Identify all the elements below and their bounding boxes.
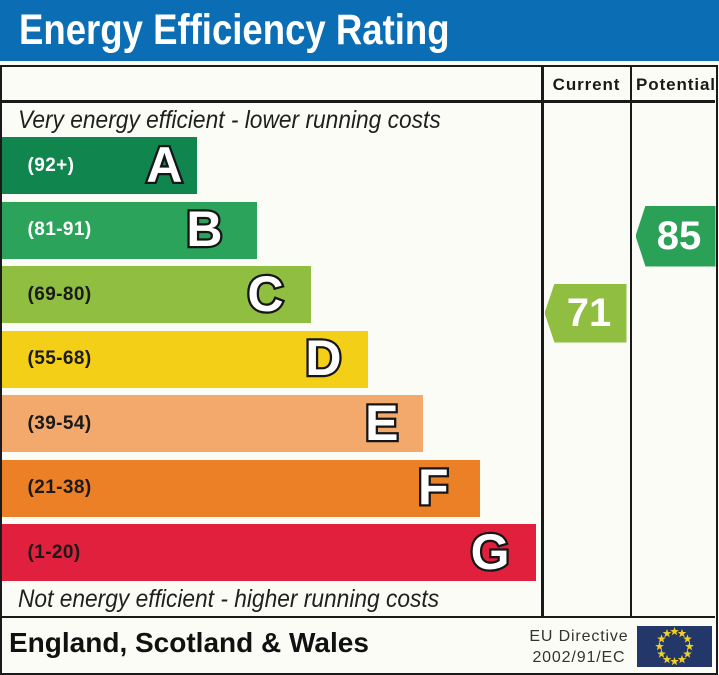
eu-flag-star bbox=[682, 633, 692, 643]
eu-directive-line2: 2002/91/EC bbox=[532, 649, 626, 666]
band-letter-A: A bbox=[144, 136, 185, 193]
eu-directive-line1: EU Directive bbox=[529, 628, 629, 645]
band-letter-B: B bbox=[184, 201, 225, 258]
band-letter-G: G bbox=[468, 523, 511, 580]
footer-row-divider bbox=[2, 615, 715, 618]
band-range-label-D: (55-68) bbox=[27, 348, 92, 370]
divider-current-column bbox=[541, 67, 544, 618]
band-letter-E: E bbox=[363, 394, 401, 451]
band-letter-F: F bbox=[416, 459, 451, 516]
band-range-label-G: (1-20) bbox=[27, 541, 81, 563]
top-note: Very energy efficient - lower running co… bbox=[18, 106, 441, 134]
page-title-text: Energy Efficiency Rating bbox=[19, 6, 450, 54]
eu-flag-star bbox=[662, 654, 671, 663]
potential-rating-value: 85 bbox=[656, 213, 702, 258]
footer-row: England, Scotland & Wales EU Directive 2… bbox=[2, 618, 715, 672]
divider-potential-column bbox=[629, 67, 632, 618]
eu-flag-star bbox=[677, 654, 686, 663]
eu-flag-star bbox=[669, 656, 679, 665]
current-rating-arrow: 71 bbox=[544, 283, 627, 343]
band-range-label-B: (81-91) bbox=[27, 219, 92, 241]
band-row-E: (39-54) E bbox=[2, 394, 423, 453]
band-row-A: (92+) A bbox=[2, 137, 197, 194]
band-row-D: (55-68) D bbox=[2, 330, 368, 388]
band-range-label-E: (39-54) bbox=[27, 412, 92, 434]
band-range-label-F: (21-38) bbox=[27, 477, 92, 499]
page-title: Energy Efficiency Rating bbox=[0, 0, 719, 61]
eu-flag-star bbox=[669, 626, 679, 635]
potential-rating-arrow: 85 bbox=[635, 205, 716, 267]
column-header-current: Current bbox=[552, 75, 621, 94]
band-range-label-C: (69-80) bbox=[27, 283, 92, 305]
band-row-B: (81-91) B bbox=[2, 201, 257, 259]
band-letter-D: D bbox=[303, 330, 344, 387]
eu-flag-star bbox=[684, 641, 694, 650]
band-letter-C: C bbox=[245, 265, 286, 322]
eu-flag-star bbox=[682, 648, 692, 658]
bottom-note: Not energy efficient - higher running co… bbox=[18, 585, 440, 613]
eu-flag-star bbox=[656, 648, 666, 658]
column-header-potential: Potential bbox=[636, 75, 716, 94]
eu-directive-label: EU Directive 2002/91/EC bbox=[529, 626, 628, 668]
current-rating-value: 71 bbox=[566, 290, 612, 335]
eu-flag-star bbox=[656, 633, 666, 643]
epc-table: Current Potential Very energy efficient … bbox=[0, 65, 718, 675]
header-row-divider bbox=[2, 100, 715, 103]
eu-flag bbox=[636, 625, 712, 667]
band-range-label-A: (92+) bbox=[27, 154, 75, 176]
band-row-C: (69-80) C bbox=[2, 265, 311, 324]
eu-flag-star bbox=[654, 641, 664, 650]
eu-flag-star bbox=[662, 628, 671, 637]
band-row-G: (1-20) G bbox=[2, 523, 536, 582]
eu-flag-star bbox=[677, 628, 686, 637]
band-row-F: (21-38) F bbox=[2, 459, 480, 517]
region-label: England, Scotland & Wales bbox=[9, 627, 369, 658]
